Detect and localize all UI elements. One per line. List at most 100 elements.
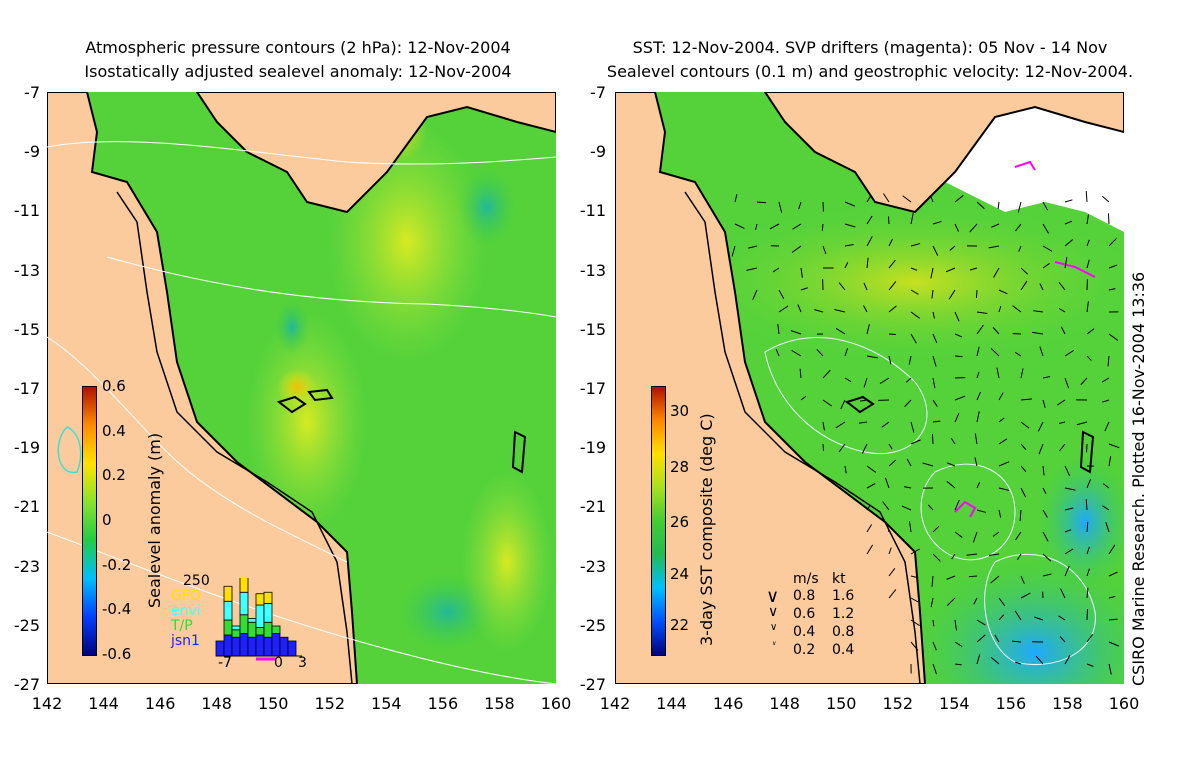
velocity-vector [835, 328, 846, 335]
png-land [763, 92, 1124, 214]
velocity-vector [910, 597, 919, 603]
svp-drifter-track [954, 500, 977, 518]
velocity-vector [954, 333, 963, 338]
histogram-xlabel-left: -7 [218, 655, 232, 671]
velocity-vector [932, 220, 942, 225]
velocity-vector [1086, 259, 1090, 269]
velocity-vector [866, 236, 873, 247]
velocity-vector [954, 311, 960, 322]
velocity-vector [1085, 499, 1088, 511]
velocity-vector [1064, 349, 1075, 357]
x-tick-label: 150 [257, 694, 289, 713]
velocity-vector [1064, 220, 1073, 225]
velocity-vector [992, 531, 1000, 537]
y-tick-label: -23 [579, 556, 606, 576]
sealevel-contour [984, 553, 1096, 666]
velocity-vector [1042, 201, 1049, 211]
velocity-vector [844, 201, 856, 207]
velocity-vector [769, 223, 780, 230]
velocity-vector [821, 223, 824, 231]
reef [511, 430, 527, 474]
velocity-vector [949, 245, 956, 251]
velocity-vector [888, 589, 897, 599]
velocity-vector [1086, 587, 1089, 599]
velocity-vector [1086, 328, 1095, 335]
velocity-vector [932, 355, 937, 367]
velocity-vector [969, 267, 978, 271]
velocity-vector [884, 477, 890, 489]
velocity-vector [976, 411, 980, 423]
velocity-vector [966, 553, 978, 556]
histogram-bar-jsn1 [223, 634, 233, 657]
velocity-legend-arrow-icon: ∨ [766, 586, 780, 607]
velocity-vector [1039, 346, 1044, 357]
velocity-vector [1042, 465, 1045, 476]
y-tick-label: -15 [13, 319, 40, 339]
histogram-legend-envi: envi [171, 603, 201, 619]
y-tick-label: -23 [13, 556, 40, 576]
velocity-vector [1108, 288, 1116, 291]
velocity-vector [969, 223, 978, 233]
y-tick-label: -7 [24, 83, 40, 102]
velocity-vector [863, 305, 868, 313]
left-title-line2: Isostatically adjusted sealevel anomaly:… [84, 62, 512, 81]
colorbar-tick-label: 22 [670, 616, 690, 634]
anomaly-contour [57, 426, 82, 474]
velocity-vector [993, 267, 1000, 278]
velocity-vector [888, 238, 893, 247]
velocity-vector [951, 553, 956, 560]
velocity-vector [954, 641, 963, 647]
anomaly-blob [274, 299, 310, 355]
velocity-vector [1019, 509, 1022, 521]
velocity-vector [1014, 351, 1022, 357]
sealevel-contour [764, 337, 928, 454]
velocity-vector [888, 281, 897, 291]
histogram-bar-tp [263, 621, 273, 638]
velocity-vector [888, 355, 892, 365]
velocity-vector [954, 195, 964, 203]
histogram-bar-tp [271, 625, 281, 634]
x-tick-label: 156 [995, 694, 1027, 713]
velocity-vector [998, 305, 1002, 313]
histogram-bar-envi [223, 600, 233, 621]
velocity-vector [930, 196, 934, 203]
velocity-vector [1064, 239, 1074, 247]
velocity-vector [1107, 213, 1110, 225]
left-colorbar [82, 386, 97, 656]
velocity-vector [1017, 201, 1022, 213]
velocity-vector [910, 575, 919, 579]
velocity-vector [1108, 571, 1118, 577]
y-tick-label: -17 [13, 379, 40, 398]
histogram-bar-tp [223, 619, 233, 636]
velocity-vector [998, 438, 1008, 445]
colorbar-tick-label: 24 [670, 565, 690, 583]
velocity-vector [1064, 377, 1070, 389]
velocity-vector [954, 531, 963, 538]
histogram-bar-jsn1 [247, 636, 257, 657]
velocity-vector [838, 282, 846, 291]
y-tick-label: -9 [24, 142, 40, 162]
velocity-vector [1102, 483, 1110, 489]
histogram-bar-tp [239, 614, 249, 634]
velocity-vector [816, 349, 824, 357]
velocity-vector [974, 457, 978, 467]
velocity-vector [797, 304, 802, 313]
histogram-legend-jsn1: jsn1 [171, 633, 200, 649]
y-tick-label: -27 [13, 675, 40, 694]
velocity-vector [1042, 509, 1048, 518]
sst-cool-region [1035, 452, 1124, 592]
australia-land [47, 92, 359, 684]
histogram-ymax: 250 [183, 573, 210, 589]
velocity-vector [931, 575, 934, 587]
histogram-bar-gfo [239, 578, 249, 593]
velocity-vector [1015, 661, 1022, 665]
velocity-vector [882, 501, 890, 511]
velocity-vector [1101, 195, 1110, 203]
velocity-vector [1064, 465, 1071, 476]
velocity-vector [990, 348, 1000, 357]
velocity-vector [1032, 331, 1044, 335]
velocity-vector [948, 289, 956, 300]
pressure-contour [47, 336, 348, 563]
velocity-vector [932, 663, 938, 675]
velocity-vector [791, 245, 802, 253]
